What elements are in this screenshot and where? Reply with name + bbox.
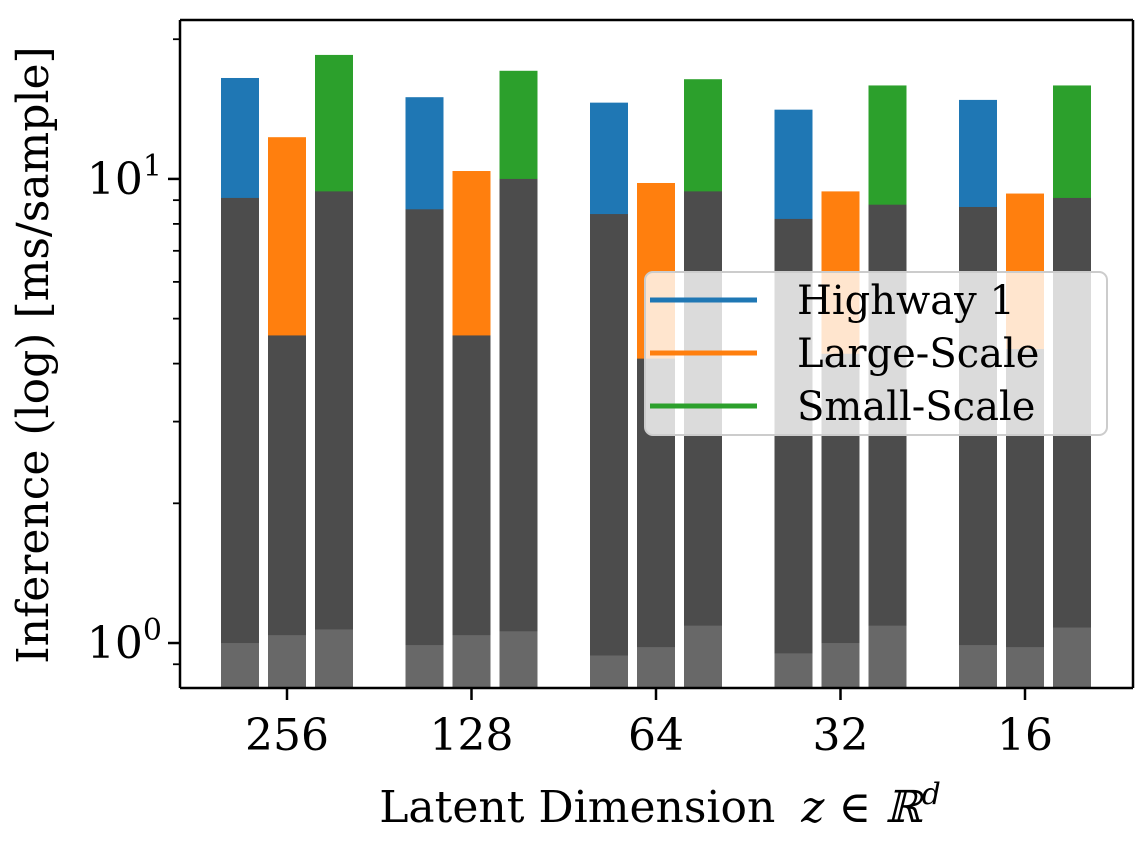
- x-ticks-group: 256 128 64 32 16: [245, 688, 1053, 761]
- bar-overlay-light-large-scale-32: [821, 643, 860, 688]
- bar-overlay-light-small-scale-128: [499, 631, 538, 688]
- bar-overlay-light-small-scale-16: [1053, 627, 1091, 688]
- x-tick-label-128: 128: [430, 710, 514, 761]
- bar-overlay-light-small-scale-64: [684, 625, 722, 688]
- y-tick-label-1: 100: [87, 613, 162, 669]
- x-tick-label-16: 16: [997, 710, 1053, 761]
- x-tick-label-64: 64: [628, 710, 684, 761]
- bar-overlay-light-highway-1-32: [774, 653, 813, 688]
- x-axis-label-text: Latent Dimension: [379, 782, 775, 833]
- x-tick-label-32: 32: [813, 710, 869, 761]
- bar-overlay-dark-large-scale-128: [452, 335, 491, 688]
- x-axis-label-math: z ∈ ℝ: [800, 782, 924, 833]
- bar-overlay-light-highway-1-64: [590, 655, 628, 688]
- bar-overlay-light-small-scale-256: [315, 629, 353, 688]
- bar-overlay-dark-highway-1-128: [405, 209, 444, 688]
- bar-overlay-dark-large-scale-256: [268, 335, 306, 688]
- legend-label-small-scale: Small-Scale: [797, 384, 1035, 430]
- bar-overlay-dark-highway-1-64: [590, 214, 628, 688]
- bar-overlay-light-small-scale-32: [868, 625, 907, 688]
- bar-overlay-dark-small-scale-128: [499, 178, 538, 688]
- bar-overlay-dark-small-scale-256: [315, 191, 353, 689]
- x-axis-label-sup: d: [922, 777, 941, 812]
- legend-label-large-scale: Large-Scale: [797, 331, 1039, 377]
- bar-overlay-light-large-scale-64: [637, 647, 675, 688]
- x-tick-label-256: 256: [245, 710, 329, 761]
- bar-overlay-light-highway-1-16: [959, 645, 997, 688]
- bar-overlay-dark-highway-1-256: [221, 197, 259, 688]
- bar-overlay-light-highway-1-256: [221, 643, 259, 688]
- bar-overlay-light-large-scale-16: [1006, 647, 1044, 688]
- bar-overlay-light-highway-1-128: [405, 645, 444, 688]
- x-axis-label: Latent Dimension z ∈ ℝd: [379, 777, 941, 833]
- legend-frame: [644, 271, 1108, 436]
- bar-overlay-light-large-scale-128: [452, 635, 491, 688]
- bar-overlay-dark-small-scale-64: [684, 191, 722, 689]
- y-ticks-group: 100 101: [87, 38, 180, 669]
- legend-label-highway-1: Highway 1: [797, 278, 1015, 324]
- y-tick-label-10: 101: [87, 149, 162, 205]
- bar-overlay-light-large-scale-256: [268, 635, 306, 688]
- legend: Highway 1 Large-Scale Small-Scale: [644, 271, 1108, 436]
- y-axis-label: Inference (log) [ms/sample]: [8, 46, 59, 663]
